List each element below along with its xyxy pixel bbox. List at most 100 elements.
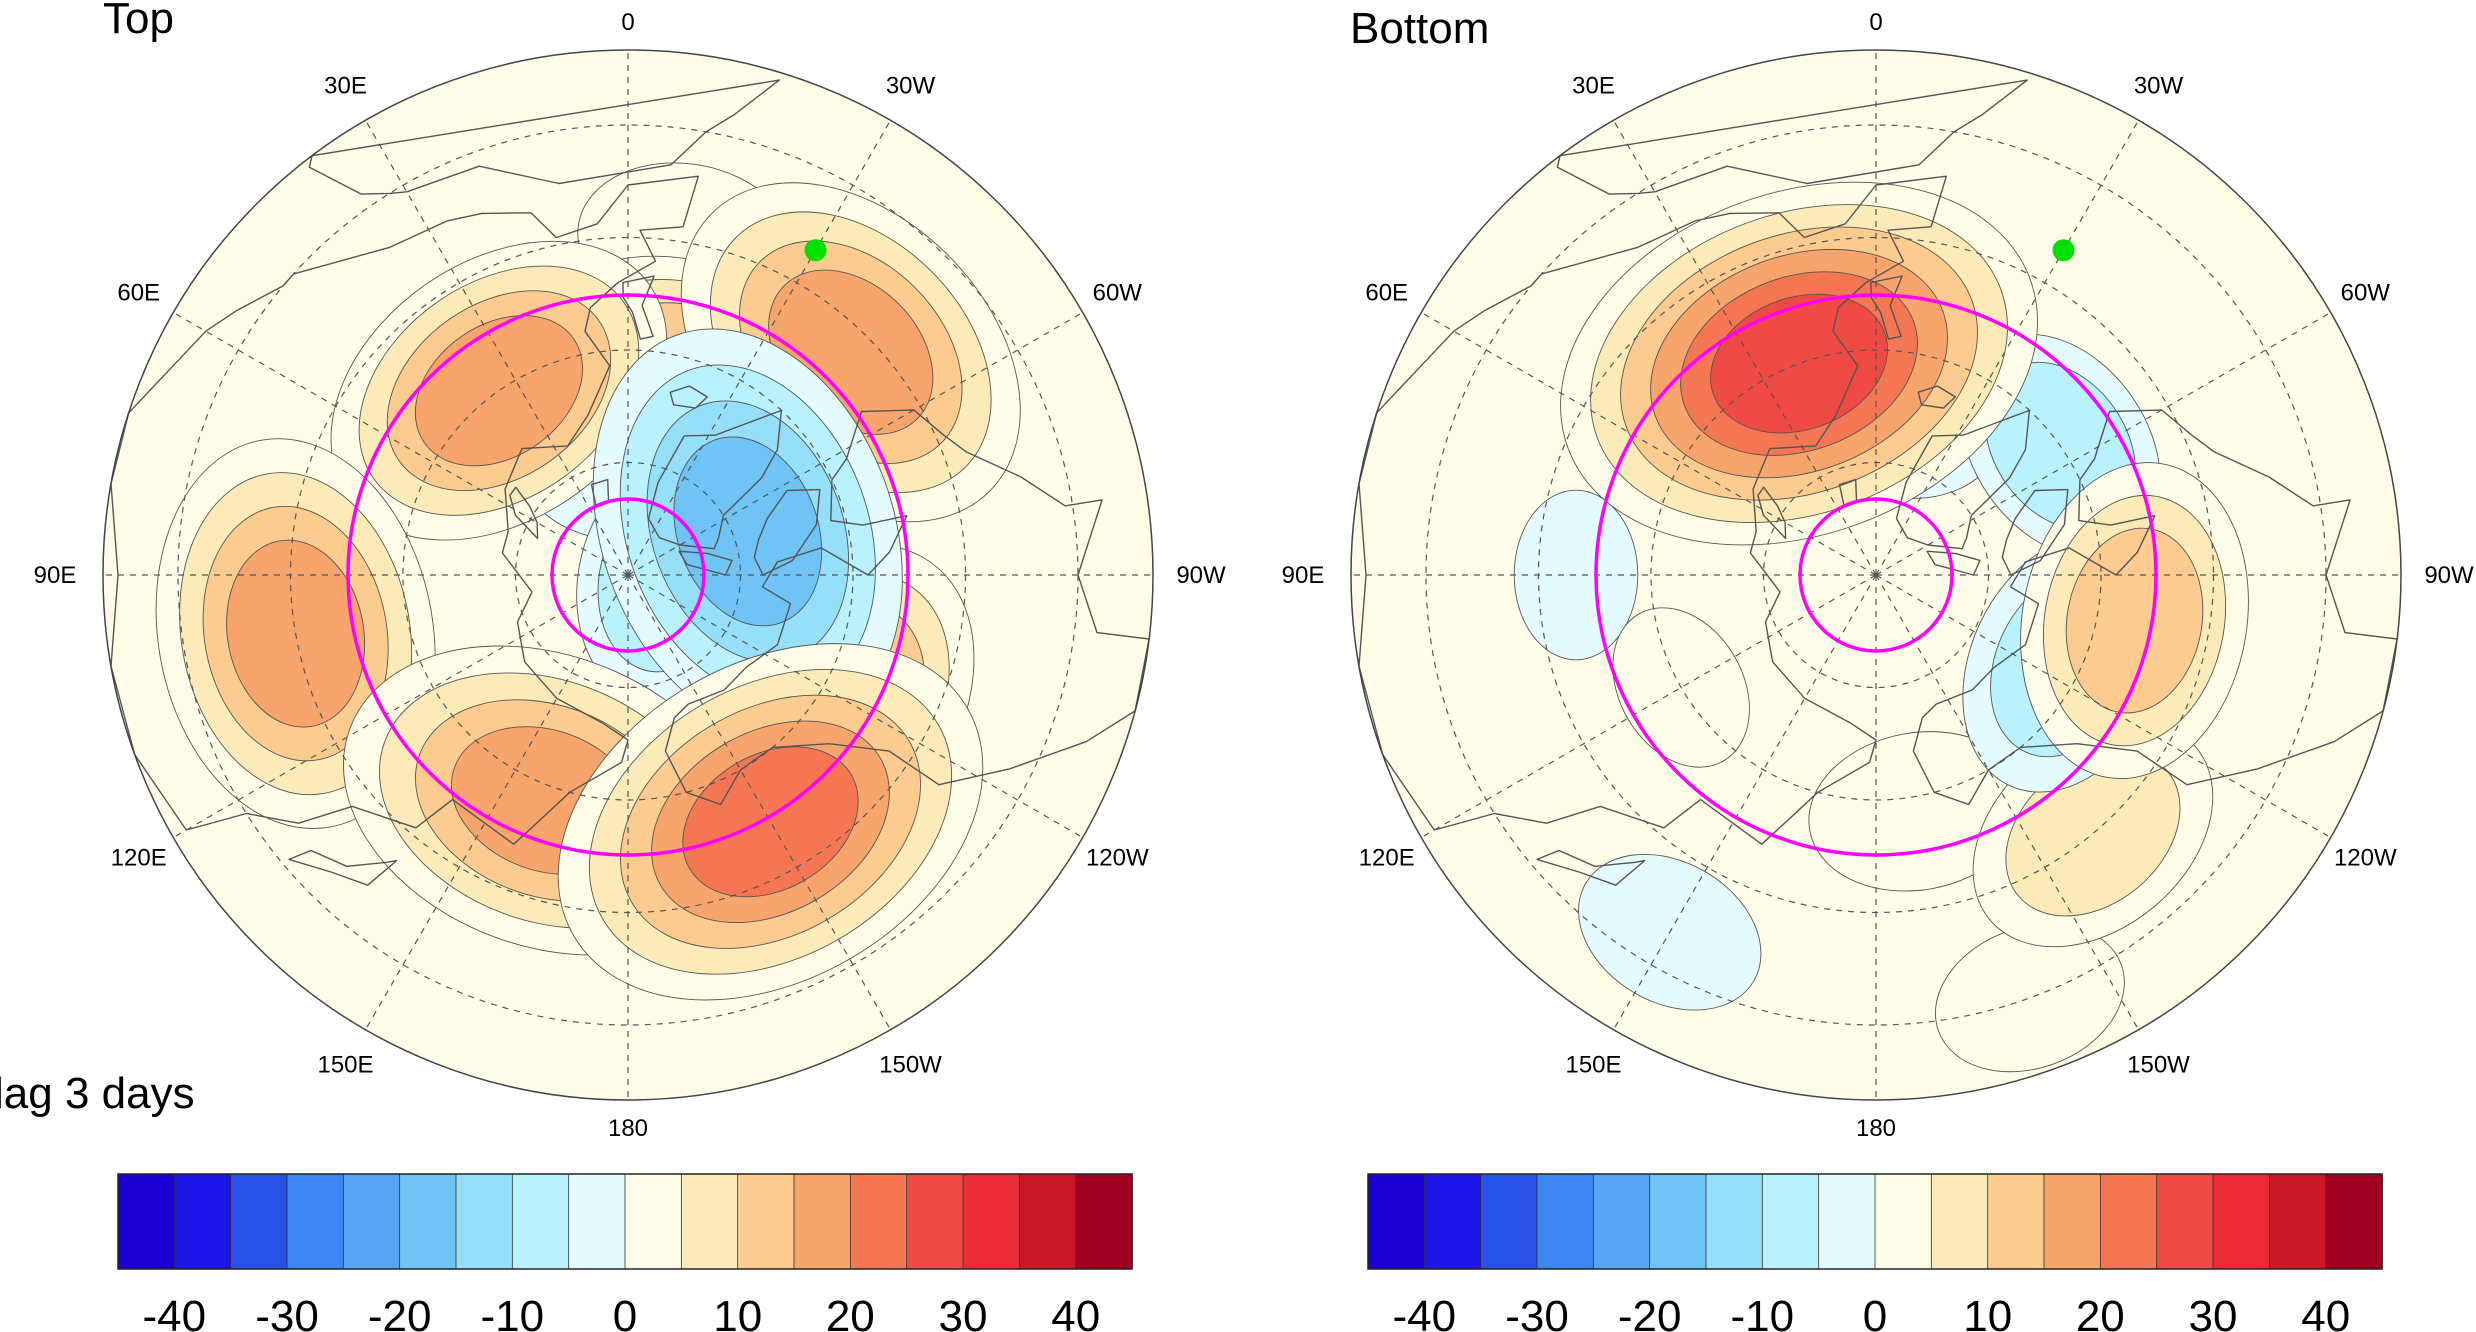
colorbar-cell	[455, 1173, 514, 1270]
land-uk	[622, 275, 655, 340]
anomaly-blob	[592, 328, 903, 735]
anomaly-layer	[155, 162, 1021, 1001]
colorbar-tick-label: -40	[1393, 1292, 1457, 1332]
colorbar-cell	[1536, 1173, 1595, 1270]
lon-label-30e: 30E	[1572, 73, 1615, 100]
svg-text:150W: 150W	[2127, 1051, 2190, 1078]
svg-text:120E: 120E	[1359, 845, 1415, 872]
colorbar-cell	[1075, 1173, 1133, 1270]
colorbar-tick-label: -20	[1618, 1292, 1682, 1332]
lon-label-0: 0	[621, 9, 634, 36]
land-iceland	[1917, 385, 1957, 409]
land-eurasia	[110, 175, 699, 845]
svg-text:150E: 150E	[317, 1051, 373, 1078]
map-disk	[1351, 50, 2401, 1100]
lon-label-90w: 90W	[2424, 562, 2474, 589]
lon-label-90e: 90E	[34, 562, 77, 589]
svg-text:60E: 60E	[1365, 280, 1408, 307]
colorbar-cell	[117, 1173, 176, 1270]
land-greenland	[647, 409, 783, 550]
land-japan	[1536, 849, 1646, 886]
land-novaya-zemlya	[1757, 486, 1787, 540]
land-ellesmere	[1926, 550, 1981, 576]
lon-label-180: 180	[1856, 1115, 1896, 1142]
svg-text:30W: 30W	[886, 73, 936, 100]
svg-text:150W: 150W	[879, 1051, 942, 1078]
meridian	[627, 574, 1083, 839]
svg-text:150E: 150E	[1565, 1051, 1621, 1078]
colorbar-cell	[1987, 1173, 2045, 1270]
lon-label-150e: 150E	[1565, 1051, 1621, 1078]
svg-text:120W: 120W	[2334, 845, 2397, 872]
colorbar-tick-label: 20	[826, 1292, 875, 1332]
svg-text:180: 180	[1856, 1115, 1896, 1142]
colorbar-cells	[117, 1173, 1133, 1270]
land-greenland	[1895, 409, 2031, 550]
colorbar-frame	[1367, 1173, 2383, 1270]
svg-text:0: 0	[621, 9, 634, 36]
colorbar-tick-label: 10	[1963, 1292, 2012, 1332]
lat-circle	[1650, 349, 2102, 801]
land-ellesmere	[678, 550, 733, 576]
meridian	[1875, 574, 2331, 839]
colorbar-cell	[2325, 1173, 2383, 1270]
colorbar-tick-label: -10	[1731, 1292, 1795, 1332]
svg-text:90W: 90W	[2424, 562, 2474, 589]
colorbar-tick-label: 20	[2076, 1292, 2125, 1332]
meridian	[364, 574, 629, 1030]
lon-label-60e: 60E	[117, 280, 160, 307]
lon-label-90w: 90W	[1176, 562, 1226, 589]
colorbar-cell	[230, 1173, 288, 1270]
colorbar-cell	[1423, 1173, 1482, 1270]
colorbar-tick-label: 30	[2189, 1292, 2238, 1332]
lon-label-150w: 150W	[879, 1051, 942, 1078]
graticule-layer	[103, 50, 1153, 1100]
meridian	[1421, 311, 1877, 576]
colorbar-tick-label: -30	[1505, 1292, 1569, 1332]
meridian	[173, 311, 629, 576]
anomaly-layer	[1513, 181, 2249, 1073]
colorbar-cell	[1930, 1173, 1989, 1270]
meridian	[1612, 574, 1877, 1030]
svg-text:90W: 90W	[1176, 562, 1226, 589]
lon-label-60w: 60W	[2341, 280, 2391, 307]
meridian	[1875, 120, 2140, 576]
colorbar-cell	[342, 1173, 401, 1270]
lon-label-120e: 120E	[111, 845, 167, 872]
meridian	[1875, 311, 2331, 576]
colorbar-frame	[117, 1173, 1133, 1270]
panel-title: Bottom	[1350, 4, 1489, 53]
polar-map-bottom: Bottom 0 30W 60W 90W 120W 150W 180 150E …	[1282, 4, 2474, 1142]
colorbar-cell	[737, 1173, 795, 1270]
graticule-layer	[1351, 50, 2401, 1100]
colorbar-tick-label: 10	[713, 1292, 762, 1332]
lag-label: lag 3 days	[0, 1069, 195, 1118]
svg-text:60E: 60E	[117, 280, 160, 307]
colorbar-ticks: -40 -30 -20 -10 0 10 20 30 40	[143, 1292, 1101, 1332]
land-novaya-zemlya	[509, 486, 539, 540]
colorbar-tick-label: 30	[939, 1292, 988, 1332]
map-border	[102, 49, 1154, 1101]
colorbar-cell	[568, 1173, 626, 1270]
colorbar-cell	[1018, 1173, 1077, 1270]
colorbar-cell	[173, 1173, 232, 1270]
colorbar-cell	[1705, 1173, 1764, 1270]
anomaly-blob	[1560, 181, 2038, 546]
meridian	[1875, 574, 2140, 1030]
colorbar-right: -40 -30 -20 -10 0 10 20 30 40	[1367, 1173, 2383, 1332]
lon-label-120w: 120W	[1086, 845, 1149, 872]
colorbar-cell	[793, 1173, 852, 1270]
svg-text:180: 180	[608, 1115, 648, 1142]
colorbar-cells	[1367, 1173, 2383, 1270]
colorbar-tick-label: 0	[1863, 1292, 1887, 1332]
colorbar-cell	[1592, 1173, 1651, 1270]
map-disk	[103, 50, 1153, 1100]
colorbar-cell	[962, 1173, 1021, 1270]
land-japan	[288, 849, 398, 886]
colorbar-cell	[1874, 1173, 1933, 1270]
map-border	[1350, 49, 2402, 1101]
colorbar-cell	[2043, 1173, 2102, 1270]
lon-label-30w: 30W	[2134, 73, 2184, 100]
colorbar-cell	[906, 1173, 964, 1270]
